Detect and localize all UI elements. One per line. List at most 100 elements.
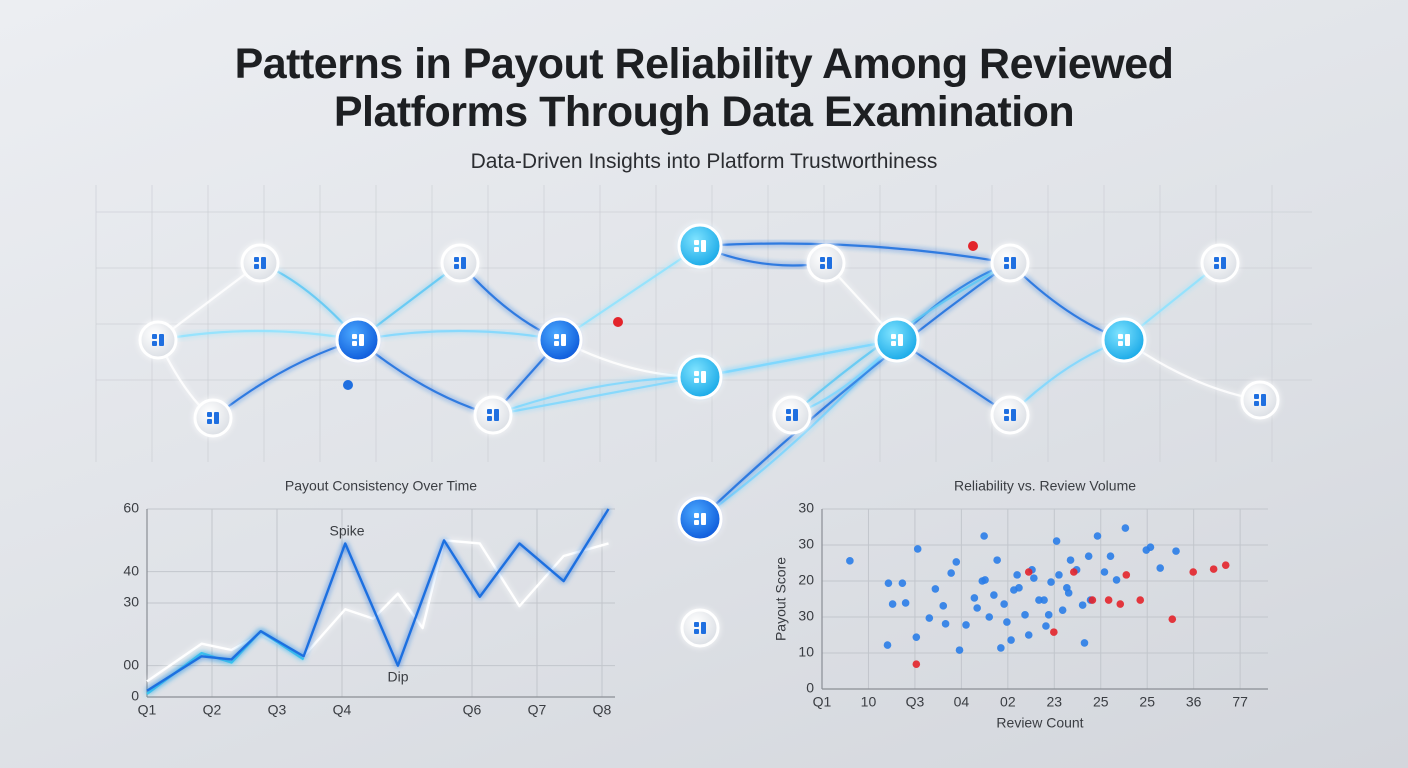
scatter-point	[912, 633, 921, 641]
x-tick-label: 10	[861, 694, 877, 710]
x-tick-label: Q1	[813, 694, 832, 710]
x-tick-label: 23	[1047, 694, 1063, 710]
scatter-point	[1168, 615, 1177, 623]
node-icon	[561, 334, 566, 346]
scatter-point	[1189, 568, 1198, 576]
scatter-point	[1040, 596, 1048, 604]
x-tick-label: Q7	[528, 702, 547, 718]
scatter-point	[1093, 532, 1102, 540]
scatter-point	[1146, 543, 1155, 551]
node-icon	[1261, 394, 1266, 406]
scatter-point	[883, 641, 892, 649]
scatter-point	[1116, 600, 1125, 608]
x-tick-label: 77	[1232, 694, 1248, 710]
node-icon	[1004, 409, 1009, 414]
scatter-point	[1122, 571, 1131, 579]
node-icon	[454, 264, 459, 269]
y-tick-label: 30	[123, 594, 139, 610]
x-tick-label: 02	[1000, 694, 1016, 710]
scatter-point	[1024, 631, 1033, 639]
scatter-point	[925, 614, 934, 622]
network-node	[240, 243, 280, 283]
chart-scatter: Reliability vs. Review Volume 0 10 30 20 30 30…	[773, 478, 1268, 731]
node-icon	[1254, 394, 1259, 399]
node-icon	[1221, 257, 1226, 269]
scatter-point	[1172, 547, 1180, 555]
network-link	[699, 242, 1011, 265]
data-line	[146, 508, 610, 692]
node-icon	[1011, 409, 1016, 421]
accent-dot	[343, 380, 353, 390]
node-icon	[891, 334, 896, 339]
node-icon	[786, 409, 791, 414]
scatter-point	[913, 545, 922, 553]
network-node	[677, 496, 723, 542]
node-icon	[207, 412, 212, 417]
y-axis-label: Payout Score	[773, 557, 789, 641]
network-diagram	[95, 185, 1312, 648]
node-icon	[701, 513, 706, 525]
y-tick-label: 30	[798, 500, 814, 516]
node-icon	[786, 416, 791, 421]
scatter-point	[1000, 600, 1008, 608]
scatter-point	[1030, 574, 1038, 582]
node-icon	[454, 257, 459, 262]
y-tick-label: 30	[798, 608, 814, 624]
scatter-point	[1084, 552, 1093, 560]
scatter-point	[1112, 576, 1121, 584]
node-icon	[359, 334, 364, 346]
node-icon	[207, 419, 212, 424]
scatter-point	[1078, 601, 1087, 609]
scatter-point	[980, 532, 988, 540]
node-icon	[694, 520, 699, 525]
title-text: Patterns in Payout Reliability Among Rev…	[234, 40, 1174, 136]
node-icon	[1125, 334, 1130, 346]
y-tick-label: 30	[798, 536, 814, 552]
y-tick-label: 60	[123, 500, 139, 516]
network-link	[212, 338, 359, 419]
node-icon	[694, 240, 699, 245]
x-tick-label: 25	[1139, 694, 1155, 710]
network-node	[874, 317, 920, 363]
x-tick-label: Q2	[203, 702, 222, 718]
scatter-point	[1100, 568, 1109, 576]
y-tick-label: 00	[123, 656, 139, 672]
scatter-point	[1088, 596, 1097, 604]
node-icon	[694, 378, 699, 383]
node-icon	[1004, 257, 1009, 262]
scatter-point	[1042, 622, 1050, 630]
node-icon	[1004, 416, 1009, 421]
network-node	[473, 395, 513, 435]
annotation: Spike	[329, 523, 364, 539]
node-icon	[898, 334, 903, 346]
node-icon	[891, 341, 896, 346]
node-icon	[352, 341, 357, 346]
node-icon	[352, 334, 357, 339]
network-link	[357, 339, 494, 417]
scatter-point	[1221, 561, 1230, 569]
scatter-point	[1106, 552, 1115, 560]
scatter-point	[1024, 568, 1033, 576]
network-node	[772, 395, 812, 435]
node-icon	[494, 409, 499, 421]
chart-title: Payout Consistency Over Time	[285, 478, 477, 494]
scatter-point	[941, 620, 950, 628]
x-tick-label: Q3	[268, 702, 287, 718]
node-icon	[701, 371, 706, 383]
x-tick-label: Q8	[593, 702, 612, 718]
network-node	[1240, 380, 1280, 420]
scatter-point	[1003, 618, 1011, 626]
node-icon	[1254, 401, 1259, 406]
node-icon	[461, 257, 466, 269]
scatter-point	[985, 613, 994, 621]
node-icon	[820, 257, 825, 262]
node-icon	[694, 629, 699, 634]
scatter-point	[1010, 586, 1018, 594]
network-node	[1200, 243, 1240, 283]
scatter-point	[1047, 578, 1055, 586]
node-icon	[214, 412, 219, 424]
data-line	[146, 539, 609, 683]
node-icon	[254, 264, 259, 269]
scatter-point	[901, 599, 910, 607]
node-icon	[694, 513, 699, 518]
